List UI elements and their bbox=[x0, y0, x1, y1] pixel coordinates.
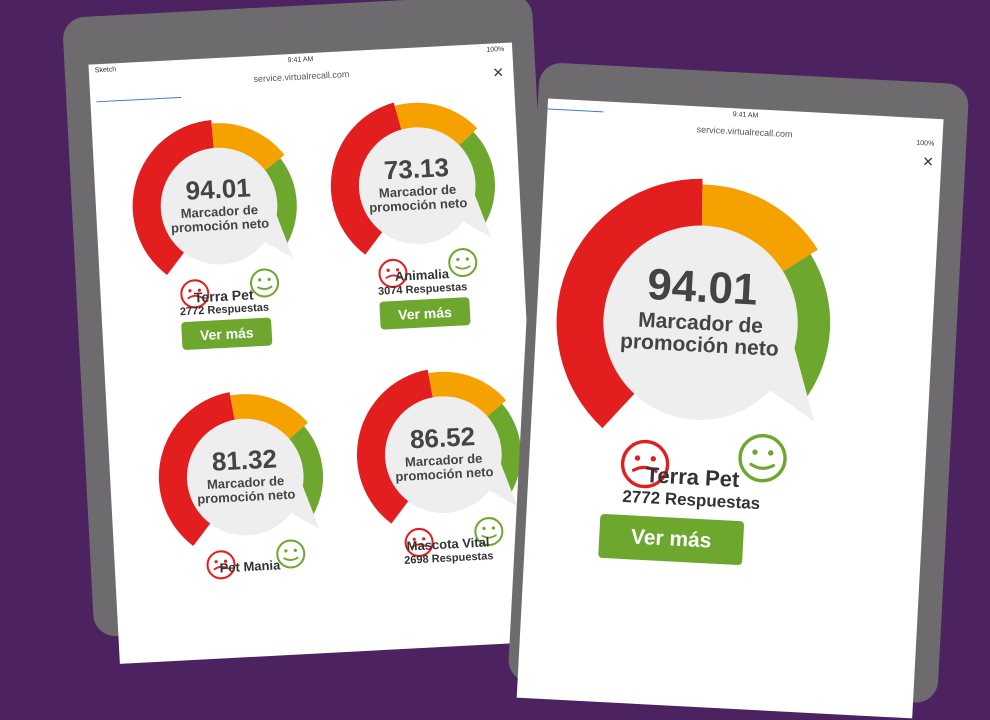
nps-label: Marcador de promoción neto bbox=[619, 308, 780, 361]
happy-face-icon-eye bbox=[465, 257, 469, 261]
right-tablet: 9:41 AM 100% service.virtualrecall.com ×… bbox=[507, 62, 970, 719]
sad-face-icon-eye bbox=[650, 456, 656, 462]
sad-face-icon-eye bbox=[412, 537, 416, 541]
score-block: 86.52 Marcador de promoción neto bbox=[390, 420, 497, 484]
happy-face-icon-eye bbox=[491, 526, 496, 530]
nps-label: Marcador de promoción neto bbox=[394, 450, 494, 484]
nps-label: Marcador de promoción neto bbox=[196, 473, 296, 507]
view-more-button[interactable]: Ver más bbox=[598, 513, 745, 566]
sad-face-icon-mouth bbox=[213, 565, 229, 571]
gauge-center bbox=[358, 127, 476, 244]
score-block: 73.13 Marcador de promoción neto bbox=[364, 151, 471, 215]
score-block: 94.01 Marcador de promoción neto bbox=[165, 171, 272, 235]
sad-face-icon-outline bbox=[206, 550, 236, 580]
happy-face-icon-eye bbox=[267, 277, 271, 281]
right-tablet-screen: 9:41 AM 100% service.virtualrecall.com ×… bbox=[516, 98, 944, 719]
view-more-button[interactable]: Ver más bbox=[181, 317, 273, 351]
nps-card: 81.32 Marcador de promoción neto Pet Man… bbox=[151, 382, 343, 631]
happy-face-icon-outline bbox=[738, 434, 787, 483]
happy-face-icon-eye bbox=[258, 278, 262, 282]
sad-face-icon bbox=[620, 439, 670, 489]
nps-gauge bbox=[158, 392, 324, 580]
nps-gauge bbox=[556, 178, 831, 489]
sad-face-icon-outline bbox=[378, 258, 408, 288]
score-block: 94.01 Marcador de promoción neto bbox=[619, 259, 784, 361]
gauge-pointer bbox=[458, 181, 492, 238]
sad-face-icon-eye bbox=[395, 268, 400, 272]
nps-card: 86.52 Marcador de promoción neto Mascota… bbox=[349, 360, 541, 609]
nps-label: Marcador de promoción neto bbox=[368, 181, 468, 215]
happy-face-icon bbox=[448, 248, 478, 278]
happy-face-icon-outline bbox=[448, 248, 478, 278]
sad-face-icon-mouth bbox=[385, 274, 401, 279]
sad-face-icon-eye bbox=[223, 559, 228, 563]
gauge-center bbox=[186, 418, 304, 536]
happy-face-icon-outline bbox=[276, 539, 306, 569]
happy-face-icon bbox=[474, 517, 504, 547]
happy-face-icon-outline bbox=[250, 268, 280, 298]
sad-face-icon-outline bbox=[404, 527, 434, 557]
scene: Sketch 9:41 AM 100% service.virtualrecal… bbox=[62, 0, 970, 719]
nps-gauge bbox=[330, 102, 496, 288]
score-block: 81.32 Marcador de promoción neto bbox=[192, 442, 299, 506]
left-tablet-screen: Sketch 9:41 AM 100% service.virtualrecal… bbox=[88, 42, 544, 664]
happy-face-icon-mouth bbox=[455, 265, 471, 270]
happy-face-icon bbox=[250, 268, 280, 298]
sad-face-icon-eye bbox=[634, 455, 641, 461]
close-icon[interactable]: × bbox=[922, 151, 934, 172]
gauge-orange-segment bbox=[428, 371, 507, 420]
gauge-orange-segment bbox=[394, 102, 478, 149]
sad-face-icon-outline bbox=[620, 439, 670, 489]
sad-face-icon-eye bbox=[197, 288, 201, 292]
gauge-red-segment bbox=[556, 178, 703, 429]
gauge-pointer bbox=[259, 201, 294, 258]
gauge-pointer bbox=[286, 472, 320, 529]
close-icon[interactable]: × bbox=[492, 61, 504, 83]
sad-face-icon-outline bbox=[180, 279, 210, 309]
nps-gauge bbox=[357, 369, 522, 557]
gauge-orange-segment bbox=[701, 184, 818, 276]
gauge-center bbox=[385, 396, 502, 513]
gauge-red-segment bbox=[132, 119, 215, 276]
sad-face-icon bbox=[206, 550, 236, 580]
happy-face-icon-eye bbox=[284, 549, 288, 553]
happy-face-icon-outline bbox=[474, 517, 504, 547]
left-tablet: Sketch 9:41 AM 100% service.virtualrecal… bbox=[62, 0, 564, 664]
sad-face-icon-eye bbox=[422, 537, 426, 541]
sad-face-icon bbox=[180, 279, 210, 309]
happy-face-icon-eye bbox=[482, 526, 486, 531]
happy-face-icon-mouth bbox=[481, 534, 497, 539]
sad-face-icon-eye bbox=[188, 289, 192, 293]
page-load-progress bbox=[96, 96, 182, 103]
happy-face-icon-mouth bbox=[283, 556, 299, 561]
view-more-button[interactable]: Ver más bbox=[379, 297, 471, 330]
happy-face-icon-eye bbox=[456, 257, 460, 262]
gauge-orange-segment bbox=[211, 123, 285, 173]
happy-face-icon-mouth bbox=[257, 285, 273, 290]
nps-card: 94.01 Marcador de promoción neto Terra P… bbox=[539, 165, 858, 566]
happy-face-icon-eye bbox=[293, 548, 297, 552]
nps-card: 73.13 Marcador de promoción neto Animali… bbox=[323, 91, 515, 340]
nps-gauge bbox=[132, 119, 297, 309]
gauge-pointer bbox=[762, 324, 815, 422]
happy-face-icon-mouth bbox=[749, 462, 776, 470]
happy-face-icon-eye bbox=[752, 449, 758, 455]
gauge-center bbox=[160, 147, 278, 265]
sad-face-icon-mouth bbox=[631, 465, 658, 473]
happy-face-icon bbox=[738, 434, 787, 483]
happy-face-icon-eye bbox=[768, 450, 774, 456]
nps-label: Marcador de promoción neto bbox=[170, 202, 270, 236]
battery-label: 100% bbox=[486, 45, 505, 54]
nps-card: 94.01 Marcador de promoción neto Terra P… bbox=[124, 111, 316, 360]
sad-face-icon-mouth bbox=[411, 543, 428, 548]
gauge-center bbox=[603, 225, 798, 420]
happy-face-icon bbox=[276, 539, 306, 569]
sad-face-icon bbox=[378, 258, 408, 288]
sad-face-icon-mouth bbox=[187, 294, 203, 300]
gauge-pointer bbox=[484, 450, 518, 507]
sad-face-icon bbox=[404, 527, 434, 557]
sad-face-icon-eye bbox=[386, 268, 390, 272]
gauge-orange-segment bbox=[230, 394, 308, 442]
sad-face-icon-eye bbox=[214, 560, 218, 564]
